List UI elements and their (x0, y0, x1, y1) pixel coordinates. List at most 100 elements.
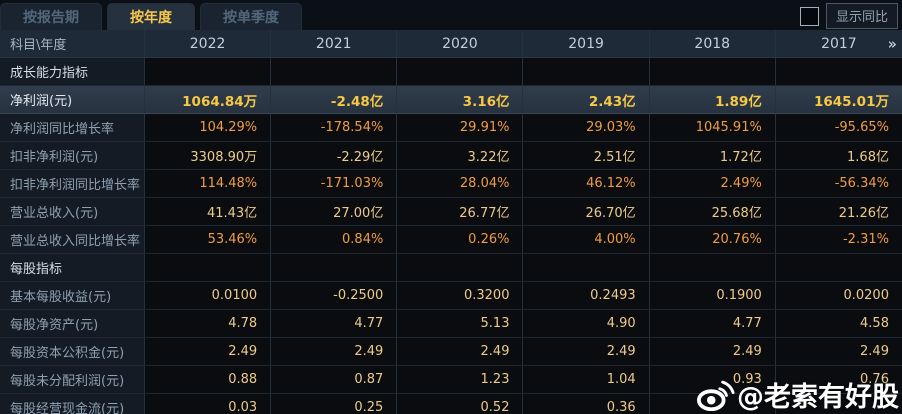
tab-by-quarter[interactable]: 按单季度 (200, 3, 302, 30)
section-header-row: 成长能力指标 (0, 58, 902, 86)
row-label: 净利润(元) (0, 86, 145, 114)
value-cell: 53.46% (145, 226, 272, 254)
value-cell: 0.76 (775, 366, 902, 394)
row-label: 扣非净利润同比增长率 (0, 170, 145, 198)
row-label: 每股指标 (0, 254, 145, 282)
value-cell: 2.49 (649, 338, 776, 366)
year-header-2020: 2020 (397, 30, 524, 58)
value-cell: 0.87 (271, 366, 398, 394)
metric-row[interactable]: 营业总收入(元) 41.43亿 27.00亿 26.77亿 26.70亿 25.68亿 21… (0, 198, 902, 226)
value-cell: 0.88 (145, 366, 272, 394)
tab-label: 按年度 (130, 10, 172, 26)
row-label: 每股经营现金流(元) (0, 394, 145, 414)
value-cell: 2.49 (145, 338, 272, 366)
value-cell: 2.51亿 (523, 142, 650, 170)
row-label: 成长能力指标 (0, 58, 145, 86)
value-cell: 0.26% (397, 226, 524, 254)
value-cell: 20.76% (649, 226, 776, 254)
value-cell: 3308.90万 (145, 142, 272, 170)
year-header-label: 2017 (821, 35, 857, 52)
metric-row[interactable]: 每股净资产(元) 4.78 4.77 5.13 4.90 4.77 4.58 (0, 310, 902, 338)
value-cell: 104.29% (145, 114, 272, 142)
value-cell: 29.91% (397, 114, 524, 142)
value-cell: 1.04 (523, 366, 650, 394)
row-label: 营业总收入同比增长率 (0, 226, 145, 254)
show-yoy-checkbox[interactable] (799, 6, 819, 26)
value-cell: 1045.91% (649, 114, 776, 142)
value-cell: 0.52 (397, 394, 524, 414)
value-cell: 1.23 (397, 366, 524, 394)
value-cell: -0.2500 (271, 282, 398, 310)
period-tabbar: 按报告期 按年度 按单季度 显示同比 (0, 0, 902, 30)
value-cell (649, 254, 776, 282)
metric-row[interactable]: 每股资本公积金(元) 2.49 2.49 2.49 2.49 2.49 2.49 (0, 338, 902, 366)
row-label: 扣非净利润(元) (0, 142, 145, 170)
value-cell (397, 58, 524, 86)
row-label: 营业总收入(元) (0, 198, 145, 226)
metric-row[interactable]: 每股经营现金流(元) 0.03 0.25 0.52 0.36 (0, 394, 902, 414)
value-cell: 28.04% (397, 170, 524, 198)
value-cell (271, 254, 398, 282)
value-cell (775, 394, 902, 414)
year-header-2018: 2018 (649, 30, 776, 58)
metric-row[interactable]: 基本每股收益(元) 0.0100 -0.2500 0.3200 0.2493 0.1900… (0, 282, 902, 310)
value-cell (775, 58, 902, 86)
value-cell: 114.48% (145, 170, 272, 198)
tab-by-year[interactable]: 按年度 (107, 3, 195, 30)
tab-by-report-period[interactable]: 按报告期 (0, 3, 102, 30)
value-cell: 2.49 (523, 338, 650, 366)
row-label: 每股资本公积金(元) (0, 338, 145, 366)
year-header-2022: 2022 (145, 30, 272, 58)
value-cell: 4.00% (523, 226, 650, 254)
value-cell (397, 254, 524, 282)
scroll-right-icon[interactable]: » (887, 34, 897, 53)
value-cell: -95.65% (775, 114, 902, 142)
metric-row[interactable]: 每股未分配利润(元) 0.88 0.87 1.23 1.04 0.93 0.76 (0, 366, 902, 394)
value-cell: 29.03% (523, 114, 650, 142)
value-cell: 41.43亿 (145, 198, 272, 226)
value-cell: 0.03 (145, 394, 272, 414)
value-cell: 46.12% (523, 170, 650, 198)
value-cell: 2.49 (397, 338, 524, 366)
value-cell: 4.78 (145, 310, 272, 338)
value-cell (523, 58, 650, 86)
value-cell: 25.68亿 (649, 198, 776, 226)
value-cell: 0.36 (523, 394, 650, 414)
metric-row[interactable]: 扣非净利润(元) 3308.90万 -2.29亿 3.22亿 2.51亿 1.72亿 1.6… (0, 142, 902, 170)
value-cell (145, 58, 272, 86)
value-cell: 1.89亿 (649, 86, 776, 114)
row-label: 净利润同比增长率 (0, 114, 145, 142)
value-cell: 26.77亿 (397, 198, 524, 226)
metric-row[interactable]: 营业总收入同比增长率 53.46% 0.84% 0.26% 4.00% 20.76% -2.… (0, 226, 902, 254)
corner-label: 科目\年度 (0, 30, 145, 58)
value-cell: 1.68亿 (775, 142, 902, 170)
table-header-row: 科目\年度 2022 2021 2020 2019 2018 2017 » (0, 30, 902, 58)
year-header-2021: 2021 (271, 30, 398, 58)
value-cell: -2.29亿 (271, 142, 398, 170)
show-yoy-label[interactable]: 显示同比 (825, 3, 898, 29)
row-label: 每股净资产(元) (0, 310, 145, 338)
value-cell: 2.43亿 (523, 86, 650, 114)
metric-row[interactable]: 扣非净利润同比增长率 114.48% -171.03% 28.04% 46.12% 2.4… (0, 170, 902, 198)
value-cell: 3.16亿 (397, 86, 524, 114)
value-cell: 0.25 (271, 394, 398, 414)
value-cell: 0.93 (649, 366, 776, 394)
value-cell (649, 394, 776, 414)
value-cell (271, 58, 398, 86)
value-cell: 0.0100 (145, 282, 272, 310)
metric-row[interactable]: 净利润同比增长率 104.29% -178.54% 29.91% 29.03% 1045.… (0, 114, 902, 142)
value-cell: -178.54% (271, 114, 398, 142)
value-cell (523, 254, 650, 282)
value-cell: 4.58 (775, 310, 902, 338)
value-cell: 26.70亿 (523, 198, 650, 226)
year-header-2019: 2019 (523, 30, 650, 58)
value-cell: 0.3200 (397, 282, 524, 310)
value-cell: 27.00亿 (271, 198, 398, 226)
value-cell: -2.48亿 (271, 86, 398, 114)
value-cell: 21.26亿 (775, 198, 902, 226)
value-cell: 2.49 (775, 338, 902, 366)
metric-row[interactable]: 净利润(元) 1064.84万 -2.48亿 3.16亿 2.43亿 1.89亿 1645.… (0, 86, 902, 114)
value-cell: -171.03% (271, 170, 398, 198)
value-cell: 0.84% (271, 226, 398, 254)
